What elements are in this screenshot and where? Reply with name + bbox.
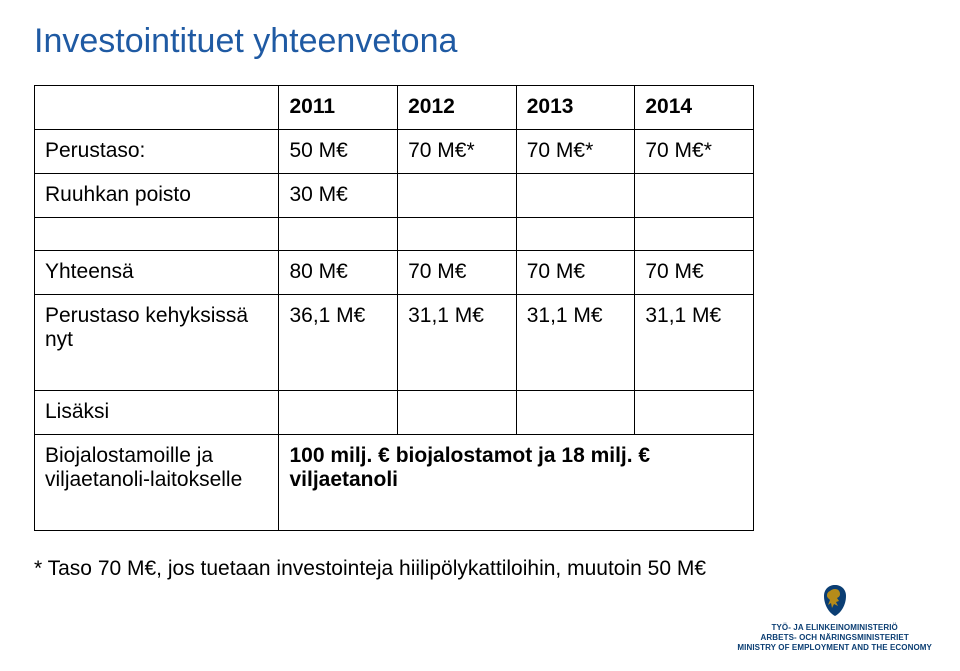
page-title: Investointituet yhteenvetona xyxy=(34,22,926,61)
slide: Investointituet yhteenvetona 2011 2012 2… xyxy=(0,0,960,671)
cell: 36,1 M€ xyxy=(279,295,398,391)
footnote: * Taso 70 M€, jos tuetaan investointeja … xyxy=(34,557,926,581)
cell: 31,1 M€ xyxy=(398,295,517,391)
cell: 31,1 M€ xyxy=(635,295,754,391)
cell: 70 M€ xyxy=(516,251,635,295)
cell: 80 M€ xyxy=(279,251,398,295)
header-cell xyxy=(35,86,279,130)
ministry-name-line3: MINISTRY OF EMPLOYMENT AND THE ECONOMY xyxy=(737,643,932,653)
table-row: Biojalostamoille ja viljaetanoli-laitoks… xyxy=(35,435,754,531)
table-row: Perustaso: 50 M€ 70 M€* 70 M€* 70 M€* xyxy=(35,130,754,174)
header-cell: 2012 xyxy=(398,86,517,130)
header-cell: 2011 xyxy=(279,86,398,130)
cell: 30 M€ xyxy=(279,174,398,218)
header-cell: 2013 xyxy=(516,86,635,130)
table-row: Perustaso kehyksissä nyt 36,1 M€ 31,1 M€… xyxy=(35,295,754,391)
table-row: Yhteensä 80 M€ 70 M€ 70 M€ 70 M€ xyxy=(35,251,754,295)
cell: 70 M€* xyxy=(516,130,635,174)
row-label: Lisäksi xyxy=(35,391,279,435)
cell: 70 M€* xyxy=(398,130,517,174)
row-label: Biojalostamoille ja viljaetanoli-laitoks… xyxy=(35,435,279,531)
ministry-footer: TYÖ- JA ELINKEINOMINISTERIÖ ARBETS- OCH … xyxy=(737,583,932,653)
cell: 31,1 M€ xyxy=(516,295,635,391)
header-cell: 2014 xyxy=(635,86,754,130)
cell: 70 M€ xyxy=(635,251,754,295)
cell: 70 M€ xyxy=(398,251,517,295)
table-row: Ruuhkan poisto 30 M€ xyxy=(35,174,754,218)
row-label: Yhteensä xyxy=(35,251,279,295)
row-label: Perustaso kehyksissä nyt xyxy=(35,295,279,391)
row-label: Perustaso: xyxy=(35,130,279,174)
cell xyxy=(398,174,517,218)
ministry-name: TYÖ- JA ELINKEINOMINISTERIÖ ARBETS- OCH … xyxy=(737,623,932,653)
table-header-row: 2011 2012 2013 2014 xyxy=(35,86,754,130)
spacer-row xyxy=(35,218,754,251)
ministry-logo-icon xyxy=(817,583,853,617)
cell: 50 M€ xyxy=(279,130,398,174)
merged-cell: 100 milj. € biojalostamot ja 18 milj. € … xyxy=(279,435,754,531)
ministry-name-line2: ARBETS- OCH NÄRINGSMINISTERIET xyxy=(737,633,932,643)
table-row: Lisäksi xyxy=(35,391,754,435)
cell: 70 M€* xyxy=(635,130,754,174)
cell xyxy=(635,174,754,218)
ministry-name-line1: TYÖ- JA ELINKEINOMINISTERIÖ xyxy=(737,623,932,633)
row-label: Ruuhkan poisto xyxy=(35,174,279,218)
summary-table: 2011 2012 2013 2014 Perustaso: 50 M€ 70 … xyxy=(34,85,754,531)
cell xyxy=(516,174,635,218)
